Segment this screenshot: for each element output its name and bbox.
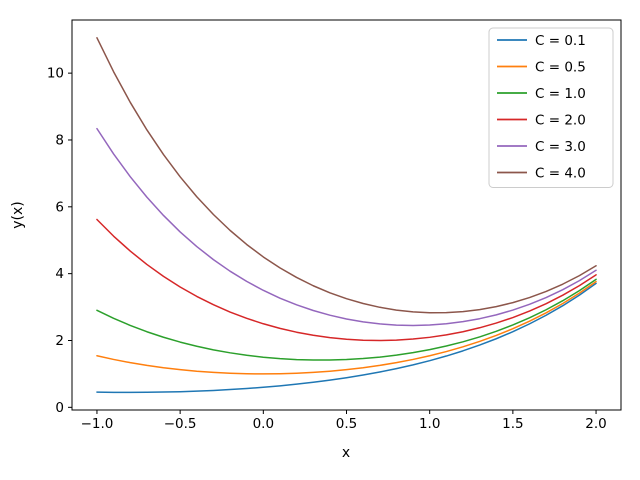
series-line: [96, 280, 597, 375]
series-line: [96, 218, 597, 342]
legend-entry: C = 1.0: [497, 86, 586, 102]
x-axis-label: x: [342, 445, 350, 461]
legend-entry: C = 0.5: [497, 59, 586, 75]
legend-entry: C = 3.0: [497, 139, 586, 155]
x-tick-label: 1.0: [419, 416, 440, 432]
series-line: [96, 127, 597, 327]
legend-label: C = 0.5: [535, 59, 586, 75]
legend: C = 0.1 C = 0.5 C = 1.0 C = 2.0 C = 3.0 C = 4…: [488, 27, 614, 188]
plot-series: [96, 37, 597, 394]
y-tick-label: 4: [55, 266, 64, 282]
x-tick-label: −0.5: [164, 416, 197, 432]
x-tick-label: 0.5: [336, 416, 357, 432]
series-line: [96, 282, 597, 394]
y-tick-label: 6: [55, 199, 64, 215]
series-line: [96, 278, 597, 361]
legend-label: C = 2.0: [535, 112, 586, 128]
x-tick-label: 2.0: [585, 416, 606, 432]
axes: −1.0 −0.5 0.0 0.5 1.0 1.5 2.0 0 2 4 6 8 10: [47, 19, 622, 432]
y-tick-label: 10: [47, 66, 64, 82]
legend-entry: C = 0.1: [497, 33, 586, 49]
legend-label: C = 1.0: [535, 86, 586, 102]
legend-label: C = 3.0: [535, 139, 586, 155]
legend-label: C = 0.1: [535, 33, 586, 49]
legend-frame: [488, 27, 614, 188]
legend-entry: C = 2.0: [497, 112, 586, 128]
y-tick-label: 8: [55, 132, 64, 148]
y-tick-label: 2: [55, 333, 64, 349]
legend-entry: C = 4.0: [497, 165, 586, 181]
y-tick-label: 0: [55, 400, 64, 416]
y-axis-label: y(x): [10, 201, 26, 229]
x-tick-label: 0.0: [253, 416, 274, 432]
series-line: [96, 37, 597, 314]
x-tick-label: 1.5: [502, 416, 523, 432]
legend-label: C = 4.0: [535, 165, 586, 181]
x-tick-label: −1.0: [81, 416, 114, 432]
